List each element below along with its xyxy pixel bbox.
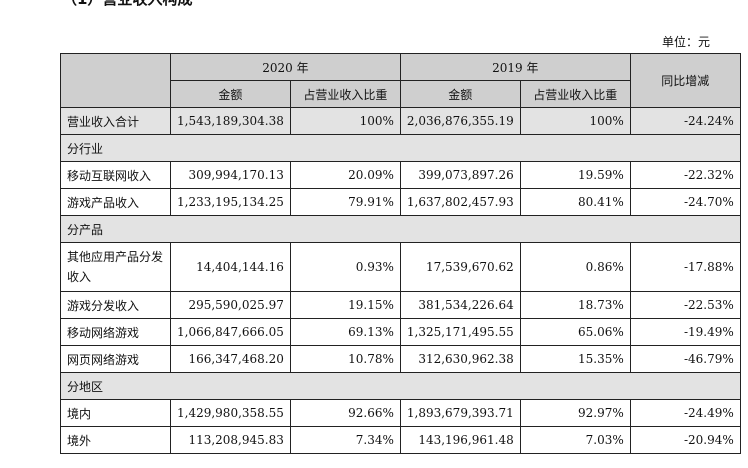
amount-2020: 113,208,945.83 <box>170 426 291 454</box>
table-row: 移动互联网收入 309,994,170.13 20.09% 399,073,89… <box>60 161 741 189</box>
share-2020: 100% <box>289 107 401 135</box>
share-2020: 92.66% <box>289 399 401 427</box>
amount-2020: 1,543,189,304.38 <box>170 107 291 135</box>
amount-2020: 14,404,144.16 <box>170 242 291 292</box>
header-share-2019: 占营业收入比重 <box>519 80 631 108</box>
table-row: 境内 1,429,980,358.55 92.66% 1,893,679,393… <box>60 399 741 427</box>
share-2019: 19.59% <box>519 161 631 189</box>
yoy-change: -24.70% <box>629 188 741 216</box>
amount-2020: 1,429,980,358.55 <box>170 399 291 427</box>
row-label: 境内 <box>60 399 171 427</box>
unit-label: 单位：元 <box>661 35 710 49</box>
table-row: 游戏产品收入 1,233,195,134.25 79.91% 1,637,802… <box>60 188 741 216</box>
amount-2020: 309,994,170.13 <box>170 161 291 189</box>
section-row: 分行业 <box>60 134 741 162</box>
amount-2020: 1,066,847,666.05 <box>170 318 291 346</box>
header-amount-2019: 金额 <box>399 80 521 108</box>
share-2020: 7.34% <box>289 426 401 454</box>
table-row: 境外 113,208,945.83 7.34% 143,196,961.48 7… <box>60 426 741 454</box>
header-year-2020: 2020 年 <box>170 53 401 81</box>
share-2020: 20.09% <box>289 161 401 189</box>
amount-2020: 166,347,468.20 <box>170 345 291 373</box>
share-2019: 18.73% <box>519 291 631 319</box>
row-label: 境外 <box>60 426 171 454</box>
amount-2019: 17,539,670.62 <box>399 242 521 292</box>
header-blank-cell <box>60 53 171 108</box>
section-label: 分地区 <box>60 372 741 400</box>
table-row: 网页网络游戏 166,347,468.20 10.78% 312,630,962… <box>60 345 741 373</box>
header-yoy: 同比增减 <box>629 53 741 108</box>
amount-2019: 1,893,679,393.71 <box>399 399 521 427</box>
yoy-change: -20.94% <box>629 426 741 454</box>
share-2019: 65.06% <box>519 318 631 346</box>
table-row: 移动网络游戏 1,066,847,666.05 69.13% 1,325,171… <box>60 318 741 346</box>
table-row: 其他应用产品分发收入 14,404,144.16 0.93% 17,539,67… <box>60 242 741 292</box>
share-2019: 15.35% <box>519 345 631 373</box>
amount-2019: 1,637,802,457.93 <box>399 188 521 216</box>
yoy-change: -46.79% <box>629 345 741 373</box>
share-2020: 0.93% <box>289 242 401 292</box>
yoy-change: -22.32% <box>629 161 741 189</box>
yoy-change: -24.24% <box>629 107 741 135</box>
amount-2020: 1,233,195,134.25 <box>170 188 291 216</box>
share-2020: 79.91% <box>289 188 401 216</box>
amount-2019: 399,073,897.26 <box>399 161 521 189</box>
section-row: 分产品 <box>60 215 741 243</box>
section-title: （1）营业收入构成 <box>62 0 192 9</box>
row-label: 游戏分发收入 <box>60 291 171 319</box>
section-label: 分行业 <box>60 134 741 162</box>
share-2019: 0.86% <box>519 242 631 292</box>
yoy-change: -24.49% <box>629 399 741 427</box>
amount-2019: 2,036,876,355.19 <box>399 107 521 135</box>
row-label: 游戏产品收入 <box>60 188 171 216</box>
amount-2019: 1,325,171,495.55 <box>399 318 521 346</box>
revenue-composition-table: 2020 年 2019 年 同比增减 金额 占营业收入比重 金额 占营业收入比重… <box>60 53 741 454</box>
yoy-change: -17.88% <box>629 242 741 292</box>
table-body: 营业收入合计 1,543,189,304.38 100% 2,036,876,3… <box>60 107 741 454</box>
share-2019: 92.97% <box>519 399 631 427</box>
row-label: 移动网络游戏 <box>60 318 171 346</box>
share-2020: 69.13% <box>289 318 401 346</box>
amount-2019: 381,534,226.64 <box>399 291 521 319</box>
amount-2019: 312,630,962.38 <box>399 345 521 373</box>
share-2020: 19.15% <box>289 291 401 319</box>
amount-2020: 295,590,025.97 <box>170 291 291 319</box>
row-label: 营业收入合计 <box>60 107 171 135</box>
section-row: 分地区 <box>60 372 741 400</box>
table-row: 营业收入合计 1,543,189,304.38 100% 2,036,876,3… <box>60 107 741 135</box>
table-row: 游戏分发收入 295,590,025.97 19.15% 381,534,226… <box>60 291 741 319</box>
yoy-change: -22.53% <box>629 291 741 319</box>
share-2019: 80.41% <box>519 188 631 216</box>
share-2020: 10.78% <box>289 345 401 373</box>
share-2019: 100% <box>519 107 631 135</box>
share-2019: 7.03% <box>519 426 631 454</box>
header-share-2020: 占营业收入比重 <box>289 80 401 108</box>
header-amount-2020: 金额 <box>170 80 291 108</box>
section-label: 分产品 <box>60 215 741 243</box>
row-label: 其他应用产品分发收入 <box>60 242 171 292</box>
amount-2019: 143,196,961.48 <box>399 426 521 454</box>
yoy-change: -19.49% <box>629 318 741 346</box>
header-year-2019: 2019 年 <box>399 53 631 81</box>
row-label: 网页网络游戏 <box>60 345 171 373</box>
row-label: 移动互联网收入 <box>60 161 171 189</box>
